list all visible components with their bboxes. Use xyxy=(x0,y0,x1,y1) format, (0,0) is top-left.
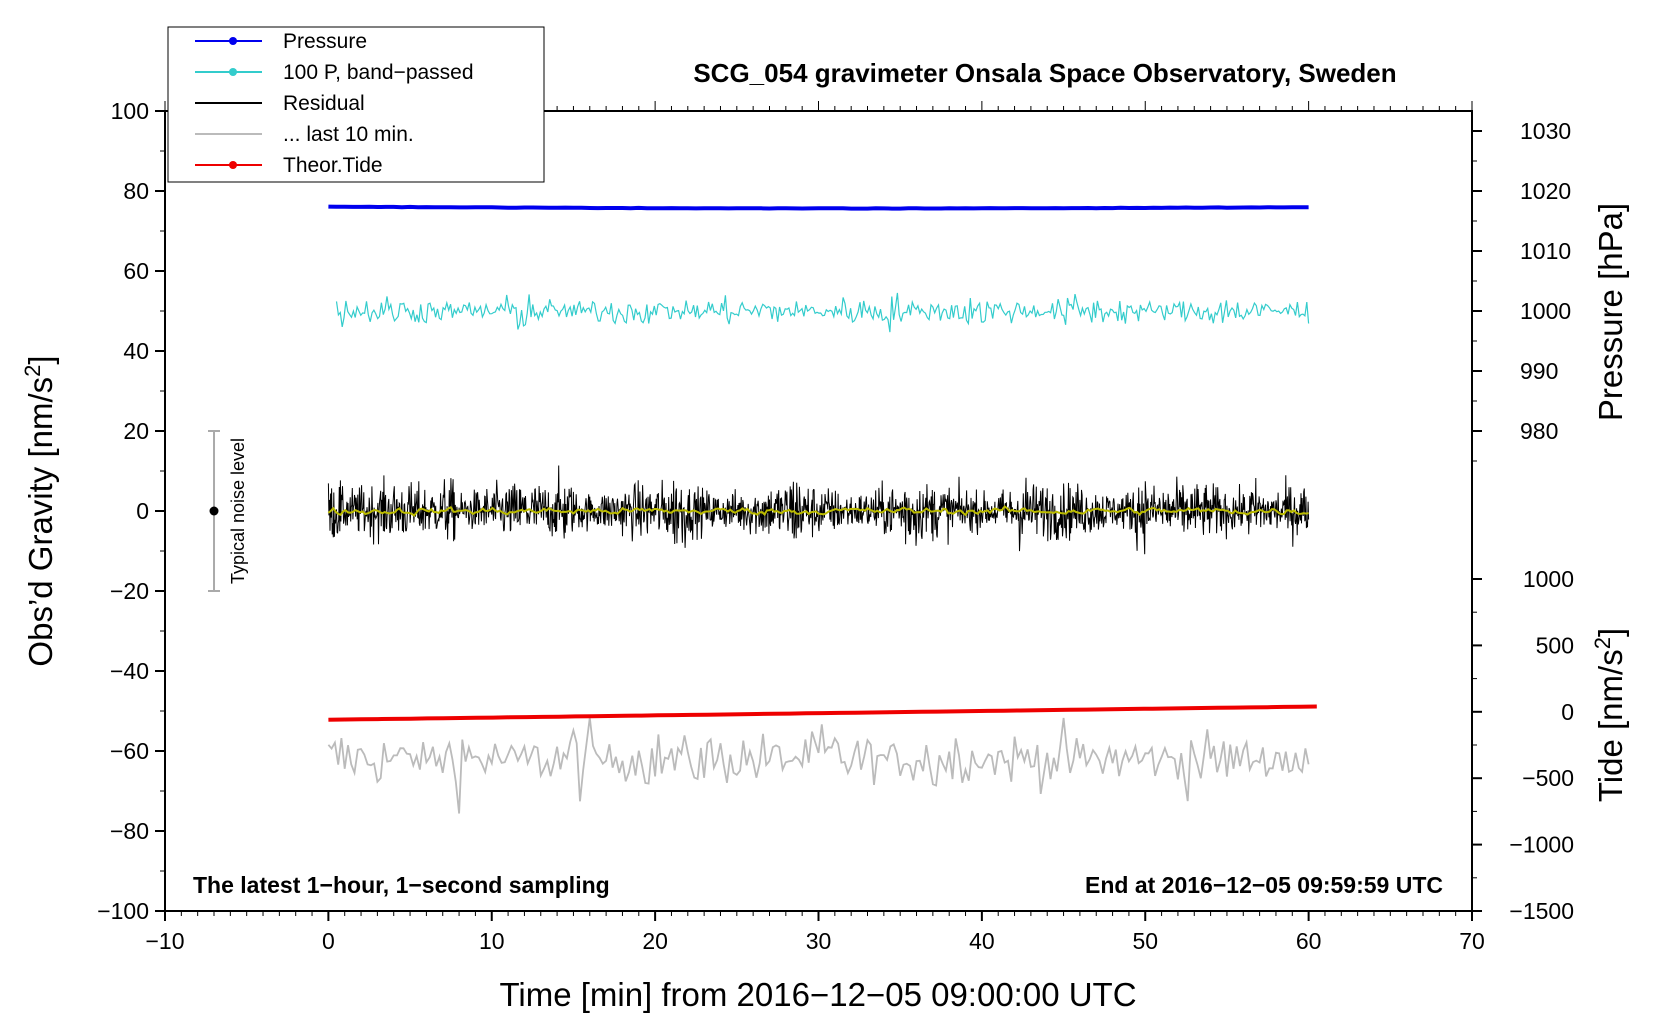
axis-ticks: −10 0 10 20 30 40 50 60 70100806040200−20−40−60−… xyxy=(97,98,1574,954)
tide-tick-label: 1000 xyxy=(1523,566,1574,592)
legend: Pressure 100 P, band−passed Residual ... la… xyxy=(167,26,545,183)
legend-marker xyxy=(229,161,237,169)
series-residual xyxy=(327,465,1310,555)
legend-label: Residual xyxy=(283,92,365,115)
legend-label: ... last 10 min. xyxy=(283,123,414,146)
legend-label: Pressure xyxy=(283,30,367,53)
y-tick-label: −40 xyxy=(110,658,149,684)
y-tick-label: −80 xyxy=(110,818,149,844)
x-tick-label: 70 xyxy=(1459,928,1485,954)
legend-marker xyxy=(229,37,237,45)
series-pressure xyxy=(328,204,1309,211)
series-residual-smoothed xyxy=(327,505,1309,517)
y-axis-title-pressure: Pressure [hPa] xyxy=(1592,203,1629,421)
series-band-passed-pressure xyxy=(335,292,1310,333)
pressure-tick-label: 1020 xyxy=(1520,178,1571,204)
y-axis-title-tide: Tide [nm/s2] xyxy=(1590,628,1629,802)
y-axis-title-tide-end: ] xyxy=(1592,628,1629,637)
x-tick-label: 20 xyxy=(642,928,668,954)
x-tick-label: 40 xyxy=(969,928,995,954)
tide-tick-label: 0 xyxy=(1561,699,1574,725)
y-tick-label: 80 xyxy=(123,178,149,204)
noise-bar: Typical noise level xyxy=(208,430,248,592)
noise-bar-center-dot xyxy=(209,506,219,516)
annotation-end-time: End at 2016−12−05 09:59:59 UTC xyxy=(1085,872,1443,898)
x-tick-label: 30 xyxy=(806,928,832,954)
y-tick-label: −20 xyxy=(110,578,149,604)
tide-tick-label: 500 xyxy=(1536,632,1574,658)
legend-box xyxy=(167,26,545,183)
legend-items: Pressure 100 P, band−passed Residual ... la… xyxy=(195,30,474,177)
tide-tick-label: −1000 xyxy=(1509,832,1574,858)
pressure-tick-label: 1030 xyxy=(1520,118,1571,144)
series-theoretical-tide xyxy=(328,704,1317,722)
pressure-tick-label: 1000 xyxy=(1520,298,1571,324)
x-tick-label: 50 xyxy=(1132,928,1158,954)
y-axis-title-left: Obs’d Gravity [nm/s2] xyxy=(20,355,59,666)
series-last-10-min xyxy=(327,717,1310,814)
y-tick-label: 40 xyxy=(123,338,149,364)
pressure-tick-label: 1010 xyxy=(1520,238,1571,264)
x-tick-label: 10 xyxy=(479,928,505,954)
y-axis-title-left-end: ] xyxy=(22,355,59,364)
annotation-sampling: The latest 1−hour, 1−second sampling xyxy=(193,872,610,898)
y-axis-title-tide-sup: 2 xyxy=(1590,637,1615,649)
y-tick-label: 60 xyxy=(123,258,149,284)
legend-label: Theor.Tide xyxy=(283,154,383,177)
y-tick-label: 0 xyxy=(136,498,149,524)
y-axis-title-tide-main: Tide [nm/s xyxy=(1592,649,1629,802)
y-tick-label: 100 xyxy=(111,98,149,124)
tide-tick-label: −500 xyxy=(1522,765,1574,791)
y-axis-title-left-main: Obs’d Gravity [nm/s xyxy=(22,377,59,667)
pressure-tick-label: 990 xyxy=(1520,358,1558,384)
y-tick-label: 20 xyxy=(123,418,149,444)
legend-label: 100 P, band−passed xyxy=(283,61,474,84)
y-axis-title-left-sup: 2 xyxy=(20,365,45,377)
x-axis-title: Time [min] from 2016−12−05 09:00:00 UTC xyxy=(499,976,1136,1013)
pressure-tick-label: 980 xyxy=(1520,418,1558,444)
series-layer xyxy=(327,204,1317,814)
x-tick-label: −10 xyxy=(145,928,184,954)
legend-marker xyxy=(229,68,237,76)
noise-bar-label: Typical noise level xyxy=(228,438,248,584)
chart-title: SCG_054 gravimeter Onsala Space Observat… xyxy=(693,58,1396,88)
y-tick-label: −60 xyxy=(110,738,149,764)
x-tick-label: 0 xyxy=(322,928,335,954)
y-tick-label: −100 xyxy=(97,898,149,924)
tide-tick-label: −1500 xyxy=(1509,898,1574,924)
x-tick-label: 60 xyxy=(1296,928,1322,954)
